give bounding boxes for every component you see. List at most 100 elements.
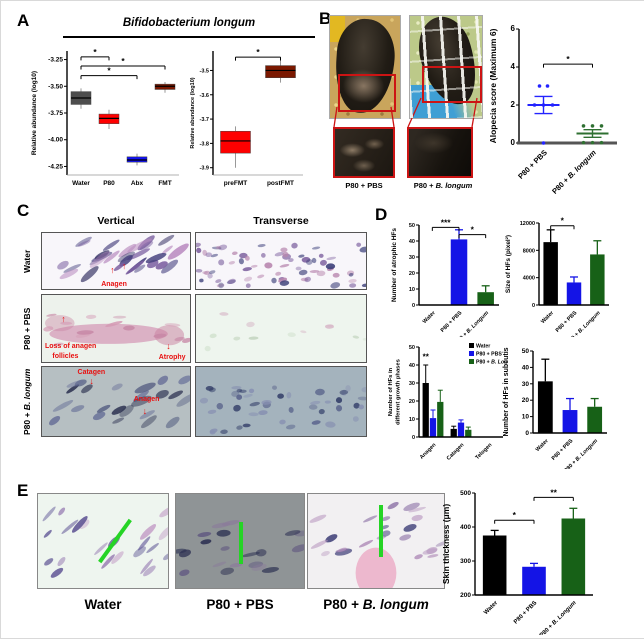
svg-text:20: 20 [409,271,415,277]
svg-text:Number of atrophic HFs: Number of atrophic HFs [391,228,398,302]
boxplot-abundance-fmt: -3.5 -3.6 -3.7 -3.8 -3.9 Relative abundance (… [187,43,315,193]
svg-text:**: ** [550,487,557,497]
svg-text:Telogen: Telogen [475,442,494,461]
svg-text:Alopecia score (Maximum 6): Alopecia score (Maximum 6) [488,28,498,143]
svg-text:preFMT: preFMT [224,180,248,187]
svg-text:*: * [121,56,125,66]
svg-text:**: ** [423,353,430,362]
highlight-box [422,66,482,103]
histology-pbs-transverse [195,294,367,363]
svg-text:P80 + PBS: P80 + PBS [555,310,579,334]
svg-text:0: 0 [532,303,535,309]
svg-text:Number of HFs in: Number of HFs in [388,367,394,416]
zoom-crop-blongum [407,127,473,178]
row-label-water: Water [22,249,32,273]
svg-text:Skin thickness (μm): Skin thickness (μm) [441,504,451,584]
bar-growth-phases: 0 10 20 30 40 50 Number of HFs in different gro… [385,339,507,473]
bar-atrophic-hfs: 0 10 20 30 40 50 Number of atrophic HFs Water P8… [387,213,507,337]
svg-text:0: 0 [525,430,529,437]
svg-text:*: * [561,216,565,226]
svg-text:50: 50 [409,345,415,351]
svg-text:50: 50 [409,223,415,229]
svg-text:P80 + B. Longum: P80 + B. Longum [539,600,578,635]
svg-text:4: 4 [511,62,516,71]
annotation-catagen: Catagen [77,369,106,376]
svg-text:10: 10 [409,287,415,293]
arrow-down-icon [166,342,171,351]
svg-text:*: * [256,47,260,57]
photo-caption-pbs: P80 + PBS [345,181,383,190]
svg-text:500: 500 [460,490,471,497]
svg-text:P80: P80 [103,180,115,187]
histology-water-vertical: Anagen [41,232,191,290]
mouse-photo-blongum [409,15,483,119]
arrow-up-icon [122,262,127,271]
image-caption-pbs: P80 + PBS [206,597,274,612]
svg-text:-3.8: -3.8 [200,141,209,147]
svg-text:-3.50: -3.50 [48,83,63,90]
panel-c-label: C [17,201,30,220]
panel-b-label: B [319,9,332,28]
arrow-up-icon [110,266,115,275]
svg-text:Water: Water [540,310,556,326]
photo-caption-blongum: P80 + B. longum [413,181,473,190]
column-header-transverse: Transverse [253,215,309,227]
row-label-blongum: P80 + B. longum [22,368,32,435]
svg-text:4000: 4000 [523,276,535,282]
svg-text:P80 + PBS: P80 + PBS [440,310,464,334]
annotation-atrophy: Atrophy [158,354,186,361]
svg-text:*: * [107,66,111,76]
column-header-vertical: Vertical [97,215,135,227]
zoom-crop-pbs [333,127,395,178]
histology-blongum-vertical: Catagen Anagen [41,366,191,437]
svg-text:Number of HFs in subcutis: Number of HFs in subcutis [503,347,510,436]
svg-text:-4.25: -4.25 [48,163,63,170]
measurement-line [238,522,243,565]
measurement-line [378,505,383,558]
arrow-down-icon [89,377,94,386]
svg-text:P80 + PBS: P80 + PBS [476,352,502,358]
bar-skin-thickness: 200 300 400 500 Skin thickness (μm) Water P80 … [441,483,639,635]
svg-text:*: * [566,54,570,64]
svg-text:0: 0 [412,435,415,441]
histology-blongum-transverse [195,366,367,437]
annotation-loss-line2: follicles [52,353,79,360]
svg-text:50: 50 [522,348,530,355]
svg-text:Water: Water [422,310,438,326]
arrow-down-icon [143,407,148,416]
svg-text:40: 40 [409,239,415,245]
svg-text:2: 2 [511,100,516,109]
annotation-anagen: Anagen [133,395,160,403]
svg-text:-3.7: -3.7 [200,117,209,123]
image-caption-blongum: P80 + B. longum [323,597,429,612]
image-caption-water: Water [84,597,122,612]
svg-text:Abx: Abx [131,180,144,187]
svg-text:Water: Water [483,600,499,616]
svg-text:Anagen: Anagen [419,442,438,461]
svg-text:30: 30 [522,381,530,388]
svg-text:Water: Water [476,344,490,350]
svg-text:Size of HFs (pixel²): Size of HFs (pixel²) [505,235,512,293]
svg-text:P80 + B. longum: P80 + B. longum [550,148,598,196]
svg-text:different growth phases: different growth phases [395,359,401,425]
panel-d-label: D [375,205,388,224]
panel-e-label: E [17,481,29,500]
svg-text:P80 + PBS: P80 + PBS [516,148,549,181]
histology-pbs-thickness [175,493,305,589]
mouse-photo-grid: P80 + PBS P80 + B. longum [329,13,483,205]
svg-text:10: 10 [522,414,530,421]
svg-text:-3.75: -3.75 [48,110,63,117]
svg-text:0: 0 [412,303,415,309]
histology-blongum-thickness [307,493,445,589]
svg-text:Relative abundance (log10): Relative abundance (log10) [190,77,196,148]
svg-text:-3.9: -3.9 [200,166,209,172]
svg-text:P80 + PBS: P80 + PBS [513,600,538,625]
svg-text:-4.00: -4.00 [48,137,63,144]
svg-text:Water: Water [72,180,90,187]
histology-water-transverse [195,232,367,290]
bar-hfs-subcutis: 0 10 20 30 40 50 Number of HFs in subcutis Wate… [499,339,641,469]
svg-text:P80 + B. Longum: P80 + B. Longum [476,360,507,366]
svg-text:30: 30 [409,255,415,261]
svg-text:-3.6: -3.6 [200,93,209,99]
histology-pbs-vertical: Loss of anagen follicles Atrophy [41,294,191,363]
